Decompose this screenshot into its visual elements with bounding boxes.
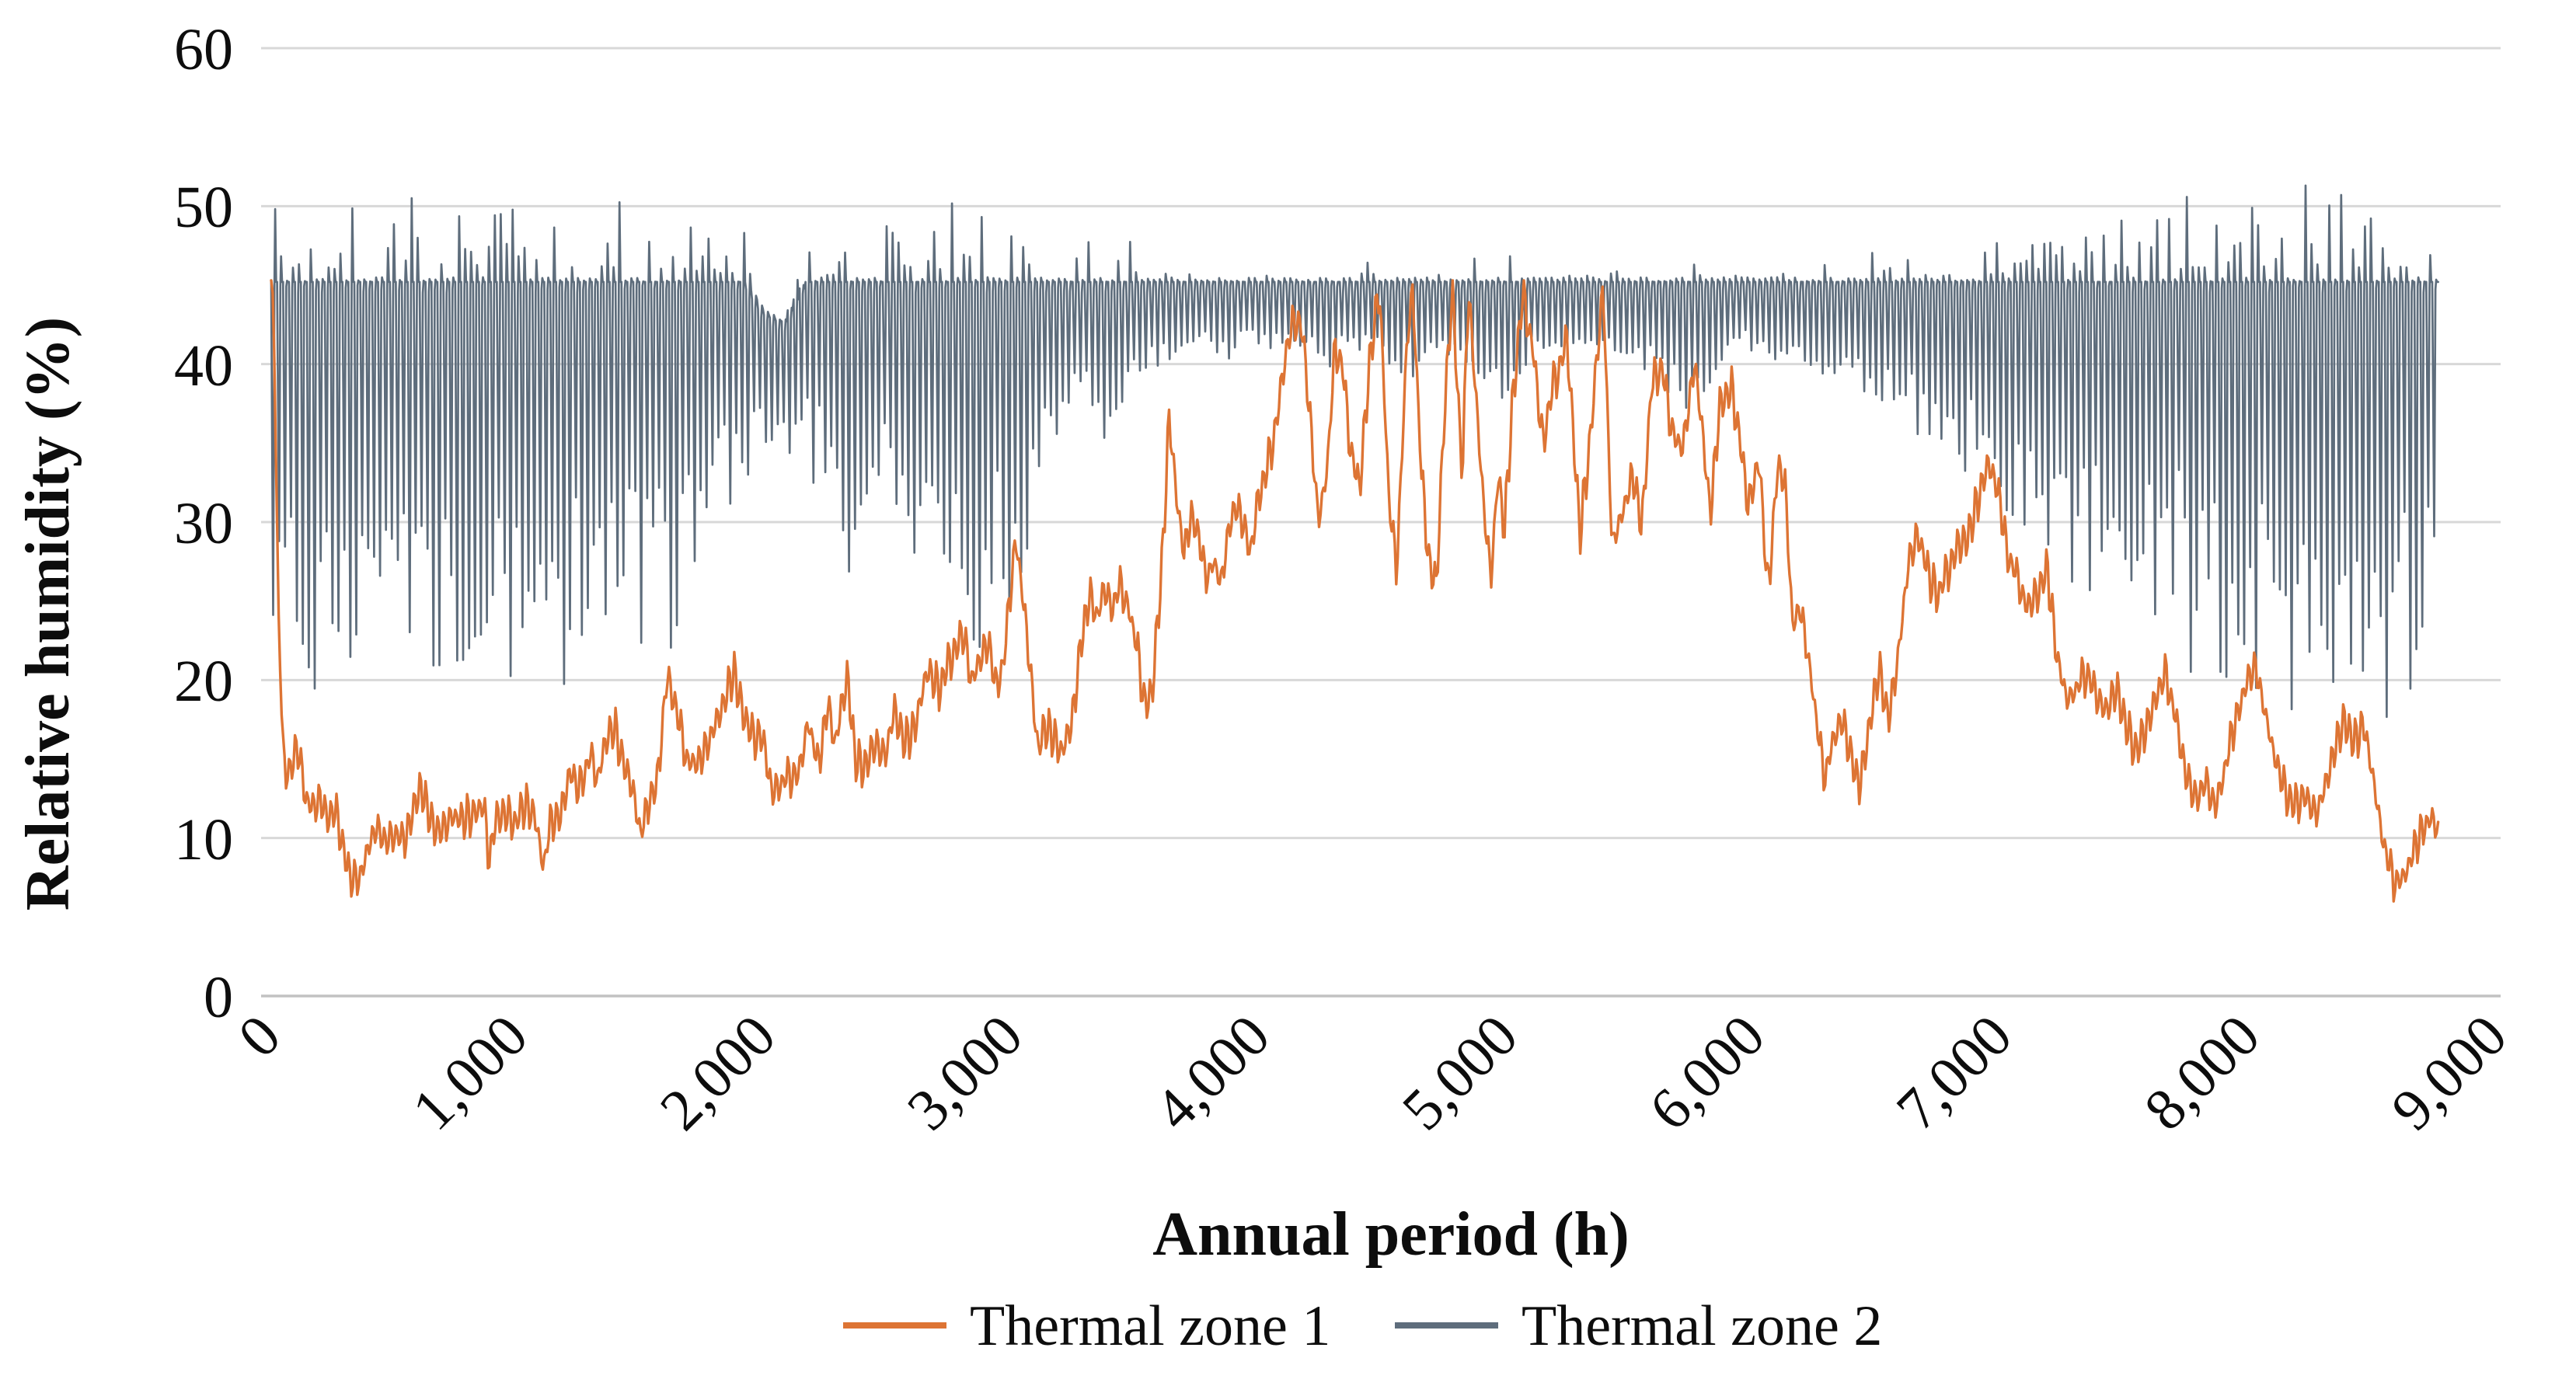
gridlines [261, 47, 2501, 998]
y-tick-60: 60 [174, 17, 233, 82]
x-tick-1000: 1,000 [400, 1003, 540, 1143]
y-tick-10: 10 [174, 807, 233, 872]
x-axis-tick-labels: 0 1,000 2,000 3,000 4,000 5,000 6,000 7,… [226, 1003, 2519, 1143]
y-axis-tick-labels: 60 50 40 30 20 10 0 [174, 17, 233, 1030]
x-axis-title: Annual period (h) [1152, 1200, 1629, 1269]
legend-label-thermal-zone-2: Thermal zone 2 [1522, 1294, 1882, 1358]
thermal-zone-1-line [270, 279, 2440, 903]
x-tick-0: 0 [226, 1003, 293, 1070]
x-tick-4000: 4,000 [1142, 1003, 1282, 1143]
x-tick-9000: 9,000 [2379, 1003, 2519, 1143]
thermal-zone-2-line [270, 184, 2439, 719]
legend: Thermal zone 1 Thermal zone 2 [843, 1294, 1882, 1358]
y-axis-title: Relative humidity (%) [14, 317, 82, 911]
x-tick-3000: 3,000 [895, 1003, 1035, 1143]
legend-label-thermal-zone-1: Thermal zone 1 [970, 1294, 1330, 1358]
y-tick-0: 0 [204, 965, 233, 1030]
y-tick-50: 50 [174, 175, 233, 240]
y-tick-40: 40 [174, 333, 233, 399]
x-tick-6000: 6,000 [1637, 1003, 1777, 1143]
y-tick-30: 30 [174, 491, 233, 556]
x-tick-5000: 5,000 [1390, 1003, 1530, 1143]
y-tick-20: 20 [174, 649, 233, 714]
x-tick-2000: 2,000 [648, 1003, 788, 1143]
x-tick-7000: 7,000 [1884, 1003, 2024, 1143]
x-tick-8000: 8,000 [2132, 1003, 2272, 1143]
series-layer [270, 184, 2440, 903]
